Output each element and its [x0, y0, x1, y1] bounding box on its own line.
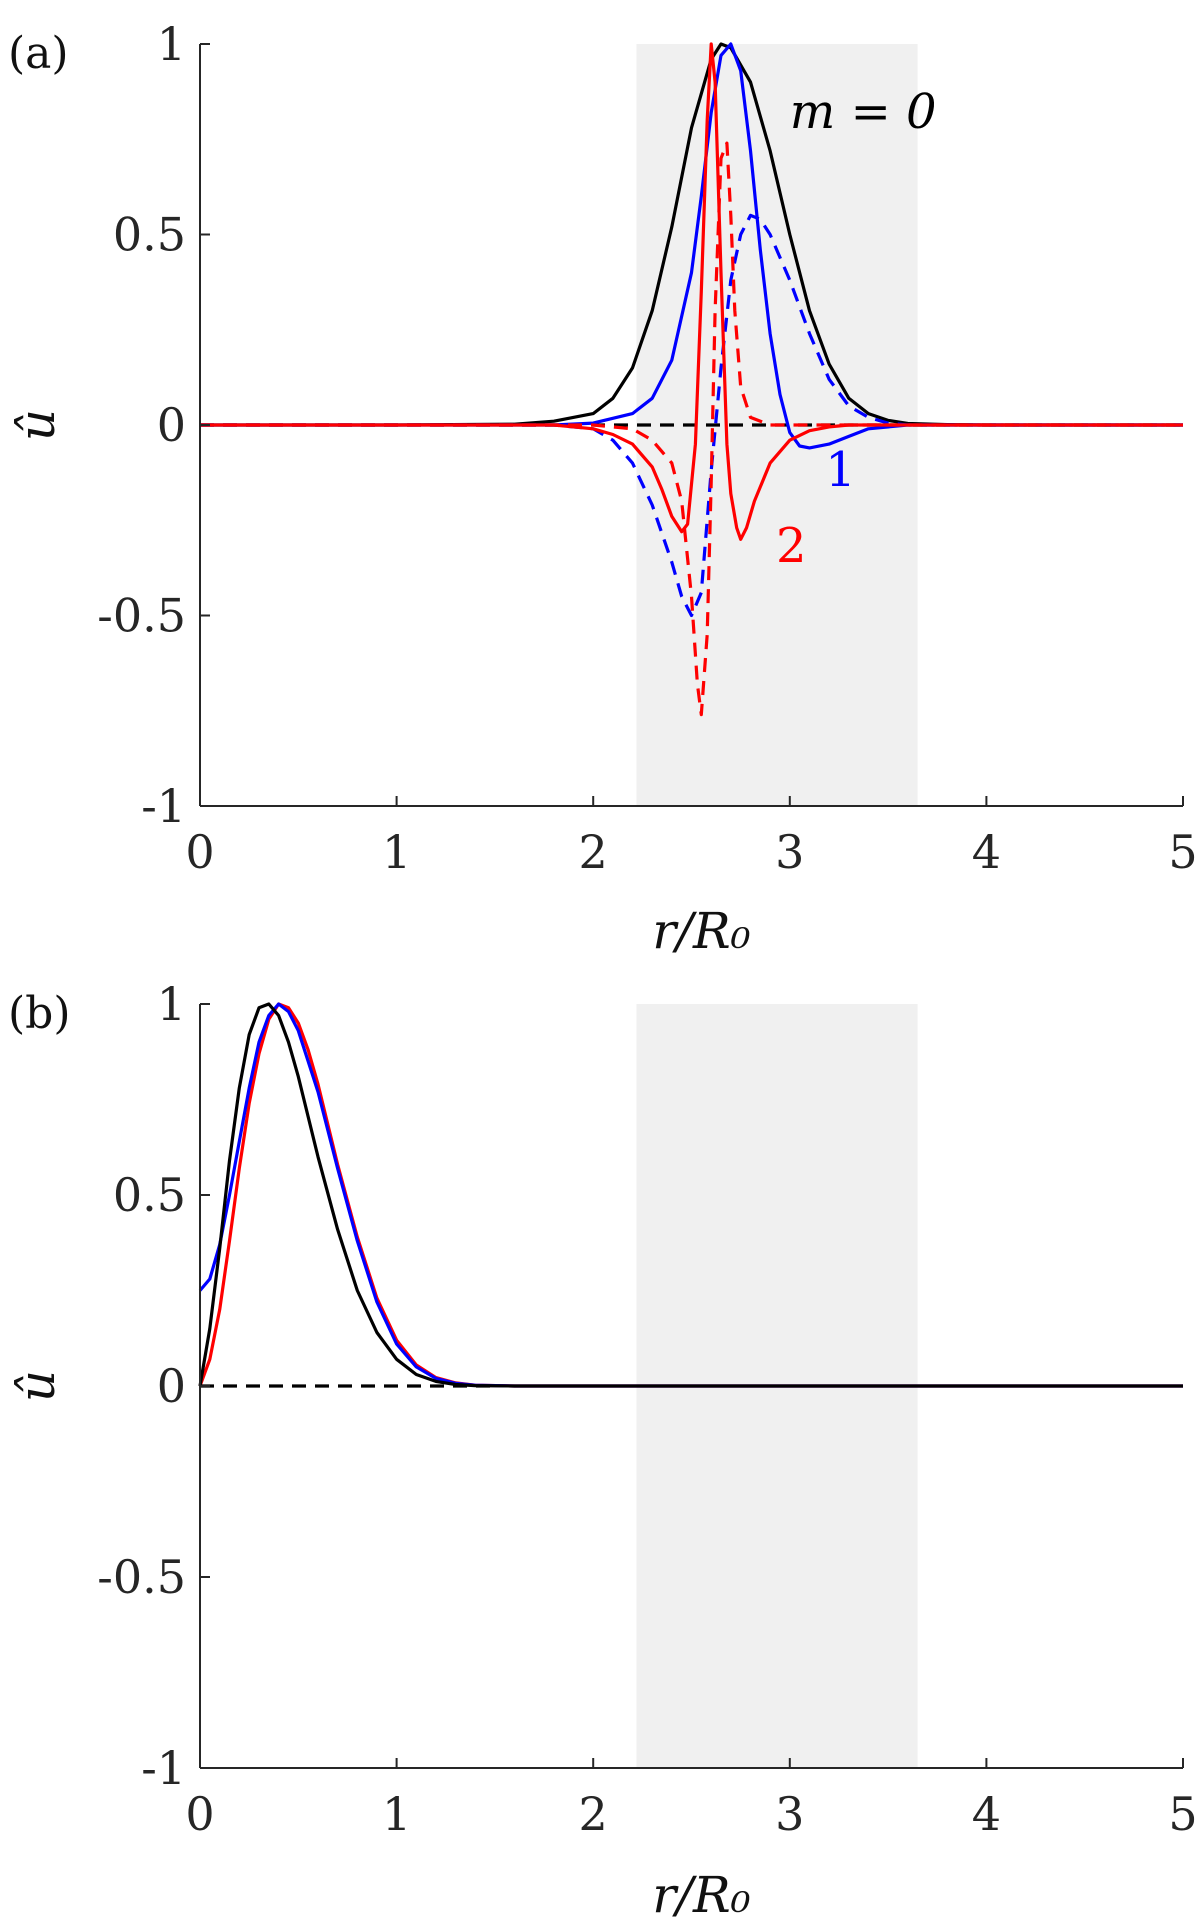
- series-line-m1-dashed: [200, 213, 1183, 618]
- series-line-m1-solid: [200, 42, 1183, 450]
- x-tick-label: 4: [972, 825, 1001, 879]
- y-tick-label: 0: [157, 398, 186, 452]
- y-axis-label: û: [8, 409, 66, 441]
- y-tick-label: 1: [157, 17, 186, 71]
- x-axis-label: r/R₀: [652, 902, 750, 960]
- y-tick-label: 0.5: [113, 208, 186, 262]
- panel-label: (a): [8, 28, 69, 79]
- annotation-label: 2: [776, 518, 807, 574]
- x-tick-label: 2: [579, 1787, 608, 1841]
- series-line-m1-solid: [198, 1002, 1183, 1388]
- y-tick-label: -1: [141, 1741, 186, 1795]
- series-line-m2-dashed: [200, 141, 1183, 717]
- panel-b: 0 1 2 3 4 5 -1 -0.5 0 0.5 1 (b) r/R₀ û: [8, 977, 1198, 1924]
- x-tick-label: 1: [382, 1787, 411, 1841]
- y-tick-label: -0.5: [97, 589, 186, 643]
- y-tick-label: 1: [157, 977, 186, 1031]
- x-tick-label: 3: [775, 825, 804, 879]
- y-tick-label: -0.5: [97, 1550, 186, 1604]
- annotation-label: 1: [825, 442, 856, 498]
- x-tick-label: 2: [579, 825, 608, 879]
- series-line-m0-solid: [198, 1002, 1183, 1388]
- y-tick-label: 0: [157, 1359, 186, 1413]
- x-tick-label: 4: [972, 1787, 1001, 1841]
- series-line-m2-solid: [200, 42, 1183, 541]
- y-tick-label: -1: [141, 779, 186, 833]
- x-tick-label: 5: [1168, 1787, 1197, 1841]
- x-axis-label: r/R₀: [652, 1866, 750, 1924]
- y-tick-label: 0.5: [113, 1168, 186, 1222]
- panel-label: (b): [8, 988, 71, 1039]
- y-axis-label: û: [8, 1370, 66, 1402]
- x-tick-label: 0: [185, 1787, 214, 1841]
- x-tick-label: 1: [382, 825, 411, 879]
- x-tick-label: 0: [185, 825, 214, 879]
- annotation-label: m = 0: [790, 84, 937, 140]
- x-tick-label: 3: [775, 1787, 804, 1841]
- x-tick-label: 5: [1168, 825, 1197, 879]
